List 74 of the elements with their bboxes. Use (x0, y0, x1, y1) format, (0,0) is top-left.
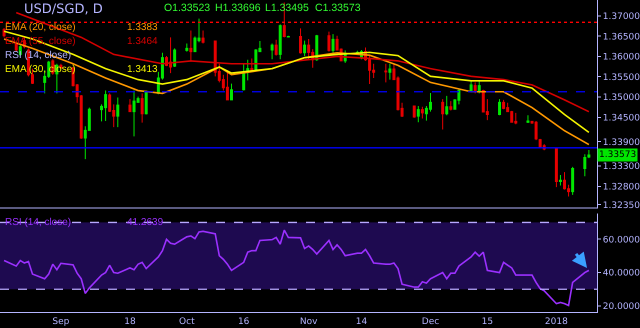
line-series (3, 38, 590, 146)
candlestick (470, 80, 473, 92)
candlestick (116, 96, 120, 128)
annotation: H1.33696 (215, 2, 261, 14)
x-tick-label: 18 (124, 316, 136, 327)
y-tick-label: 1.33900 (602, 138, 640, 148)
candlestick (449, 100, 452, 111)
y-tick-label: 40.0000 (602, 268, 640, 279)
candlestick (286, 35, 290, 38)
y-tick-label: 1.36500 (602, 32, 640, 42)
y-tick-label: 20.0000 (602, 302, 640, 312)
candlestick (514, 112, 518, 125)
y-tick-label: 1.35500 (602, 72, 640, 83)
candlestick (242, 63, 246, 92)
candlestick (474, 82, 477, 94)
candlestick (2, 28, 6, 38)
annotation: 1.33573 (599, 150, 636, 160)
y-tick-label: 1.36000 (602, 52, 640, 63)
candlestick (558, 174, 562, 186)
y-tick-label: 1.37000 (602, 12, 640, 22)
chart-title: USD/SGD, D (24, 2, 103, 17)
candlestick (554, 148, 558, 188)
candlestick (169, 36, 172, 74)
annotation: 41.2639 (127, 217, 164, 228)
x-tick-label: 14 (356, 316, 368, 327)
candlestick (441, 98, 444, 130)
x-tick-label: 15 (482, 316, 494, 327)
candlestick (226, 70, 229, 100)
candlestick (303, 40, 306, 57)
y-tick-label: 1.32800 (602, 182, 640, 193)
annotation: O1.33523 (164, 2, 210, 14)
y-tick-label: 1.33300 (602, 162, 640, 172)
candlestick (128, 98, 132, 113)
candlestick (230, 83, 233, 100)
y-tick-label: 1.32350 (602, 200, 640, 211)
x-tick-label: Oct (179, 316, 196, 327)
y-tick-label: 60.0000 (602, 235, 640, 246)
line-series (3, 229, 590, 306)
y-tick-label: 1.35000 (602, 93, 640, 104)
candlestick (571, 166, 574, 196)
annotation: 1.3413 (127, 64, 158, 75)
candlestick (388, 63, 392, 80)
candlestick (104, 90, 108, 122)
candlestick (498, 98, 502, 116)
y-tick-label: 1.34500 (602, 113, 640, 124)
candlestick (274, 39, 278, 56)
candlestick (332, 34, 335, 54)
candlestick (278, 24, 282, 60)
candlestick (416, 105, 420, 123)
candlestick (526, 114, 530, 124)
candlestick (445, 95, 448, 116)
candlestick (189, 30, 192, 62)
annotation: C1.33573 (315, 2, 361, 14)
candlestick (299, 28, 302, 54)
x-tick-label: Nov (300, 316, 318, 327)
text: RSI (14, close) (5, 217, 72, 228)
candlestick (384, 63, 388, 83)
candlestick (132, 90, 136, 137)
candlestick (202, 30, 205, 44)
x-tick-label: Dec (422, 316, 440, 327)
annotation: 1.3464 (127, 36, 158, 47)
candlestick (144, 91, 148, 115)
candlestick (185, 42, 188, 52)
x-tick-label: 16 (238, 316, 250, 327)
x-tick-label: Sep (52, 316, 70, 327)
candlestick (502, 99, 506, 110)
candlestick (270, 42, 274, 60)
candlestick (583, 154, 586, 177)
candlestick (327, 31, 330, 52)
candlestick (478, 80, 481, 94)
annotation: 1.3383 (127, 22, 158, 33)
candlestick (140, 92, 144, 124)
x-tick-label: 2018 (544, 316, 568, 327)
candlestick (420, 106, 424, 120)
